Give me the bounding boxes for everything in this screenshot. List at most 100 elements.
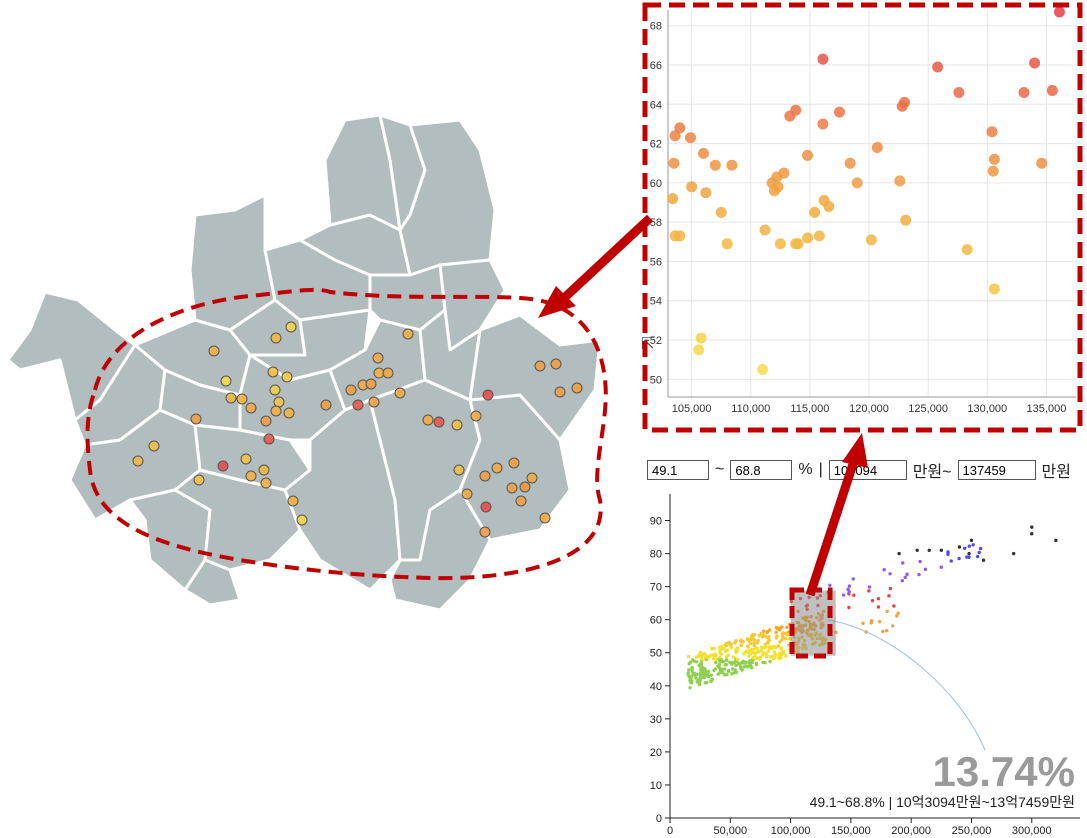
zoom-point[interactable] (667, 193, 679, 205)
map-apartment-point[interactable] (270, 332, 282, 344)
map-apartment-point[interactable] (285, 321, 297, 333)
zoomed-scatter-chart[interactable]: 105,000 110,000 115,000 120,000 125,000 130,0… (640, 0, 1085, 440)
zoom-point[interactable] (851, 177, 863, 189)
map-apartment-point[interactable] (515, 495, 527, 507)
map-apartment-point[interactable] (240, 453, 252, 465)
zoom-point[interactable] (1053, 6, 1065, 18)
map-apartment-point[interactable] (283, 407, 295, 419)
map-apartment-point[interactable] (260, 477, 272, 489)
zoom-point[interactable] (695, 332, 707, 344)
map-apartment-point[interactable] (482, 389, 494, 401)
seoul-district-map[interactable] (0, 0, 640, 640)
map-apartment-point[interactable] (372, 352, 384, 364)
map-districts[interactable] (6, 113, 602, 612)
map-apartment-point[interactable] (245, 470, 257, 482)
zoom-point[interactable] (790, 104, 802, 116)
map-apartment-point[interactable] (433, 416, 445, 428)
zoom-point[interactable] (772, 181, 784, 193)
map-apartment-point[interactable] (132, 455, 144, 467)
zoom-point[interactable] (953, 87, 965, 99)
zoom-point[interactable] (986, 126, 998, 138)
map-apartment-point[interactable] (506, 482, 518, 494)
zoom-point[interactable] (792, 238, 804, 250)
map-apartment-point[interactable] (470, 410, 482, 422)
map-apartment-point[interactable] (281, 371, 293, 383)
zoom-point[interactable] (774, 238, 786, 250)
zoom-points[interactable] (667, 6, 1065, 375)
zoom-point[interactable] (715, 206, 727, 218)
zoom-point[interactable] (865, 234, 877, 246)
zoom-point[interactable] (899, 96, 911, 108)
zoom-point[interactable] (932, 61, 944, 73)
map-apartment-point[interactable] (345, 384, 357, 396)
zoom-point[interactable] (844, 157, 856, 169)
zoom-point[interactable] (988, 153, 1000, 165)
map-apartment-point[interactable] (193, 474, 205, 486)
zoom-point[interactable] (809, 206, 821, 218)
min-percent-input[interactable] (647, 460, 709, 480)
map-apartment-point[interactable] (479, 526, 491, 538)
map-apartment-point[interactable] (220, 375, 232, 387)
zoom-point[interactable] (833, 106, 845, 118)
map-apartment-point[interactable] (571, 382, 583, 394)
map-apartment-point[interactable] (368, 396, 380, 408)
map-apartment-point[interactable] (365, 378, 377, 390)
zoom-point[interactable] (813, 230, 825, 242)
map-apartment-point[interactable] (258, 464, 270, 476)
zoom-point[interactable] (759, 224, 771, 236)
zoom-point[interactable] (700, 187, 712, 199)
map-apartment-point[interactable] (296, 514, 308, 526)
zoom-point[interactable] (674, 230, 686, 242)
zoom-point[interactable] (721, 238, 733, 250)
map-apartment-point[interactable] (217, 460, 229, 472)
map-apartment-point[interactable] (394, 387, 406, 399)
zoom-point[interactable] (817, 53, 829, 65)
map-apartment-point[interactable] (267, 366, 279, 378)
map-apartment-point[interactable] (451, 419, 463, 431)
zoom-point[interactable] (802, 149, 814, 161)
zoom-point[interactable] (684, 132, 696, 144)
zoom-point[interactable] (778, 167, 790, 179)
map-apartment-point[interactable] (352, 399, 364, 411)
zoom-point[interactable] (1036, 157, 1048, 169)
map-apartment-point[interactable] (225, 392, 237, 404)
map-apartment-point[interactable] (461, 488, 473, 500)
zoom-point[interactable] (668, 157, 680, 169)
zoom-point[interactable] (988, 283, 1000, 295)
map-apartment-point[interactable] (263, 433, 275, 445)
zoom-point[interactable] (894, 175, 906, 187)
map-apartment-point[interactable] (491, 462, 503, 474)
zoom-point[interactable] (693, 344, 705, 356)
map-apartment-point[interactable] (208, 345, 220, 357)
map-apartment-point[interactable] (534, 360, 546, 372)
max-price-input[interactable] (957, 460, 1036, 480)
map-apartment-point[interactable] (479, 470, 491, 482)
zoom-point[interactable] (900, 214, 912, 226)
map-apartment-point[interactable] (190, 413, 202, 425)
zoom-point[interactable] (871, 142, 883, 154)
zoom-point[interactable] (802, 232, 814, 244)
map-apartment-point[interactable] (273, 396, 285, 408)
zoom-point[interactable] (817, 118, 829, 130)
zoom-point[interactable] (961, 244, 973, 256)
map-apartment-point[interactable] (539, 512, 551, 524)
zoom-point[interactable] (709, 159, 721, 171)
map-apartment-point[interactable] (453, 464, 465, 476)
selection-brush[interactable] (790, 590, 836, 656)
map-apartment-point[interactable] (422, 414, 434, 426)
map-apartment-point[interactable] (320, 399, 332, 411)
zoom-point[interactable] (686, 181, 698, 193)
map-apartment-point[interactable] (287, 495, 299, 507)
zoom-point[interactable] (757, 363, 769, 375)
zoom-point[interactable] (987, 165, 999, 177)
map-apartment-point[interactable] (382, 367, 394, 379)
map-apartment-point[interactable] (508, 457, 520, 469)
zoom-point[interactable] (726, 159, 738, 171)
zoom-point[interactable] (1046, 85, 1058, 97)
map-apartment-point[interactable] (550, 358, 562, 370)
zoom-point[interactable] (674, 122, 686, 134)
map-apartment-point[interactable] (148, 440, 160, 452)
map-apartment-point[interactable] (480, 501, 492, 513)
map-apartment-point[interactable] (270, 405, 282, 417)
zoom-point[interactable] (1018, 87, 1030, 99)
